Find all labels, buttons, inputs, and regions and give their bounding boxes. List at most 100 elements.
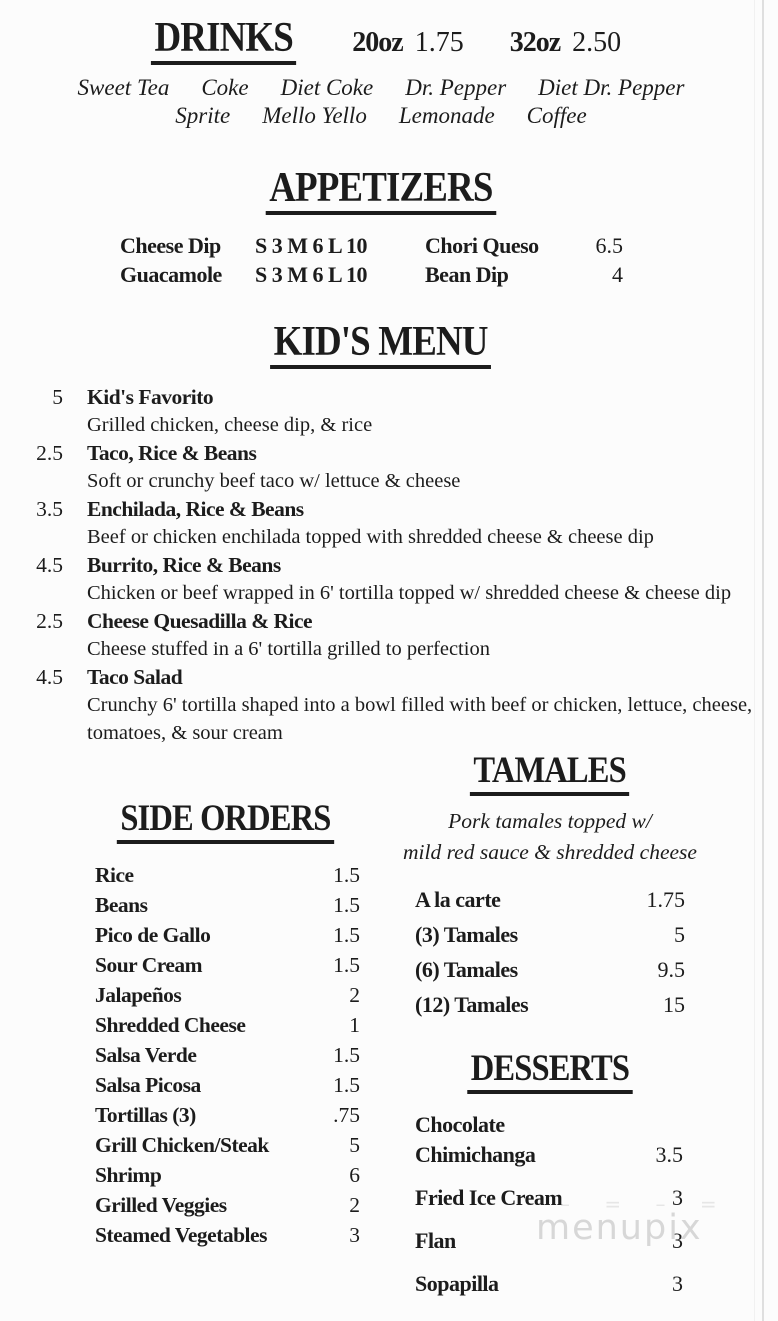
scan-edge-line <box>762 0 764 1321</box>
side-order-row: Grill Chicken/Steak 5 <box>95 1130 360 1160</box>
side-order-row: Beans 1.5 <box>95 890 360 920</box>
item-name: Jalapeños <box>95 982 182 1007</box>
item-name: Sour Cream <box>95 952 203 977</box>
item-name: Shredded Cheese <box>95 1012 246 1037</box>
item-price: 4.5 <box>36 553 63 578</box>
appetizers-section: APPETIZERS Cheese Dip S 3 M 6 L 10 Chori… <box>0 166 762 289</box>
item-description: Crunchy 6' tortilla shaped into a bowl f… <box>87 694 753 745</box>
item-name: (3) Tamales <box>415 921 518 947</box>
item-price: 1.5 <box>333 1072 360 1097</box>
side-order-row: Sour Cream 1.5 <box>95 950 360 980</box>
item-name: Sopapilla <box>415 1270 499 1296</box>
item-name: Shrimp <box>95 1162 162 1187</box>
tamales-list: A la carte 1.75 (3) Tamales 5 (6) Tamales 9… <box>415 882 685 1022</box>
appetizer-sizes: S 3 M 6 L 10 <box>255 262 367 288</box>
drink-item: Lemonade <box>398 103 495 128</box>
item-name: Beans <box>95 892 148 917</box>
side-order-row: Shredded Cheese 1 <box>95 1010 360 1040</box>
item-name: Steamed Vegetables <box>95 1222 267 1247</box>
item-name: Flan <box>415 1227 456 1253</box>
size-price: 2.50 <box>572 27 622 58</box>
item-price: 3 <box>672 1227 683 1253</box>
item-price: 4.5 <box>36 665 63 690</box>
kids-menu-title: KID'S MENU <box>270 320 492 370</box>
item-description: Soft or crunchy beef taco w/ lettuce & c… <box>87 470 461 493</box>
tamales-row: A la carte 1.75 <box>415 882 685 917</box>
tamales-row: (3) Tamales 5 <box>415 917 685 952</box>
item-name: Kid's Favorito <box>87 385 214 410</box>
item-price: 1.5 <box>333 892 360 917</box>
item-price: 2 <box>349 1192 360 1217</box>
drinks-list: Sweet Tea Coke Diet Coke Dr. Pepper Diet… <box>0 74 762 130</box>
appetizer-name: Guacamole <box>120 262 222 288</box>
drinks-size-20oz: 20oz 1.75 <box>352 27 463 59</box>
dessert-row: Fried Ice Cream 3 <box>415 1183 683 1213</box>
drinks-size-32oz: 32oz 2.50 <box>510 27 621 59</box>
item-price: 6 <box>349 1162 360 1187</box>
tamales-note-line: mild red sauce & shredded cheese <box>403 839 697 864</box>
appetizer-row: Cheese Dip S 3 M 6 L 10 Chori Queso 6.5 <box>120 231 762 260</box>
item-description: Chicken or beef wrapped in 6' tortilla t… <box>87 582 732 605</box>
appetizer-name: Bean Dip <box>425 262 509 288</box>
appetizer-row: Guacamole S 3 M 6 L 10 Bean Dip 4 <box>120 260 762 289</box>
side-order-row: Salsa Picosa 1.5 <box>95 1070 360 1100</box>
item-price: 3 <box>672 1184 683 1210</box>
menupix-watermark: menupix <box>536 1208 703 1248</box>
desserts-list: Chocolate Chimichanga 3.5 Fried Ice Cream… <box>415 1110 683 1299</box>
drinks-header: DRINKS 20oz 1.75 32oz 2.50 <box>0 16 762 66</box>
item-description: Beef or chicken enchilada topped with sh… <box>87 526 654 549</box>
side-order-row: Salsa Verde 1.5 <box>95 1040 360 1070</box>
item-price: 3.5 <box>655 1141 684 1167</box>
item-name: Fried Ice Cream <box>415 1184 563 1210</box>
side-order-row: Pico de Gallo 1.5 <box>95 920 360 950</box>
appetizer-sizes: S 3 M 6 L 10 <box>255 233 367 259</box>
kids-menu-section: KID'S MENU 5 Kid's Favorito Grilled chic… <box>0 320 762 747</box>
drink-item: Diet Dr. Pepper <box>538 75 685 100</box>
item-price: 15 <box>663 991 685 1017</box>
item-name: Grilled Veggies <box>95 1192 227 1217</box>
appetizer-name: Cheese Dip <box>120 233 221 259</box>
item-description: Cheese stuffed in a 6' tortilla grilled … <box>87 638 490 661</box>
item-price: 1.5 <box>333 952 360 977</box>
drinks-line-2: Sprite Mello Yello Lemonade Coffee <box>0 102 762 130</box>
drink-item: Sweet Tea <box>77 75 170 100</box>
item-price: .75 <box>333 1102 360 1127</box>
tamales-note-line: Pork tamales topped w/ <box>448 808 652 833</box>
side-order-row: Tortillas (3) .75 <box>95 1100 360 1130</box>
side-orders-section: SIDE ORDERS Rice 1.5 Beans 1.5 Pico de Gal… <box>60 799 390 1250</box>
item-name: A la carte <box>415 886 501 912</box>
kids-menu-item: 4.5 Taco Salad Crunchy 6' tortilla shape… <box>0 663 762 747</box>
item-price: 1.5 <box>333 1042 360 1067</box>
item-name: (6) Tamales <box>415 956 518 982</box>
drink-item: Sprite <box>175 103 231 128</box>
drink-item: Coke <box>201 75 249 100</box>
drink-item: Coffee <box>526 103 587 128</box>
item-price: 5 <box>674 921 685 947</box>
kids-menu-item: 2.5 Taco, Rice & Beans Soft or crunchy b… <box>0 439 762 495</box>
scan-edge-line <box>754 0 755 1321</box>
tamales-title: TAMALES <box>470 751 630 796</box>
tamales-row: (12) Tamales 15 <box>415 987 685 1022</box>
kids-menu-list: 5 Kid's Favorito Grilled chicken, cheese… <box>0 383 762 747</box>
item-price: 1.5 <box>333 862 360 887</box>
tamales-note: Pork tamales topped w/ mild red sauce & … <box>400 806 700 868</box>
watermark-dashes: – = – = <box>560 1192 731 1216</box>
item-price: 3 <box>672 1270 683 1296</box>
item-price: 1.75 <box>646 886 686 912</box>
dessert-row: Sopapilla 3 <box>415 1269 683 1299</box>
item-name: Chocolate Chimichanga <box>415 1111 536 1167</box>
item-name: Enchilada, Rice & Beans <box>87 497 304 522</box>
item-description: Grilled chicken, cheese dip, & rice <box>87 414 373 437</box>
drink-item: Diet Coke <box>280 75 374 100</box>
dessert-row: Flan 3 <box>415 1226 683 1256</box>
drinks-line-1: Sweet Tea Coke Diet Coke Dr. Pepper Diet… <box>0 74 762 102</box>
side-order-row: Jalapeños 2 <box>95 980 360 1010</box>
appetizers-title: APPETIZERS <box>265 166 497 216</box>
item-price: 1.5 <box>333 922 360 947</box>
desserts-title: DESSERTS <box>467 1049 633 1094</box>
item-price: 2.5 <box>36 609 63 634</box>
item-name: (12) Tamales <box>415 991 529 1017</box>
item-name: Salsa Verde <box>95 1042 197 1067</box>
item-name: Rice <box>95 862 134 887</box>
